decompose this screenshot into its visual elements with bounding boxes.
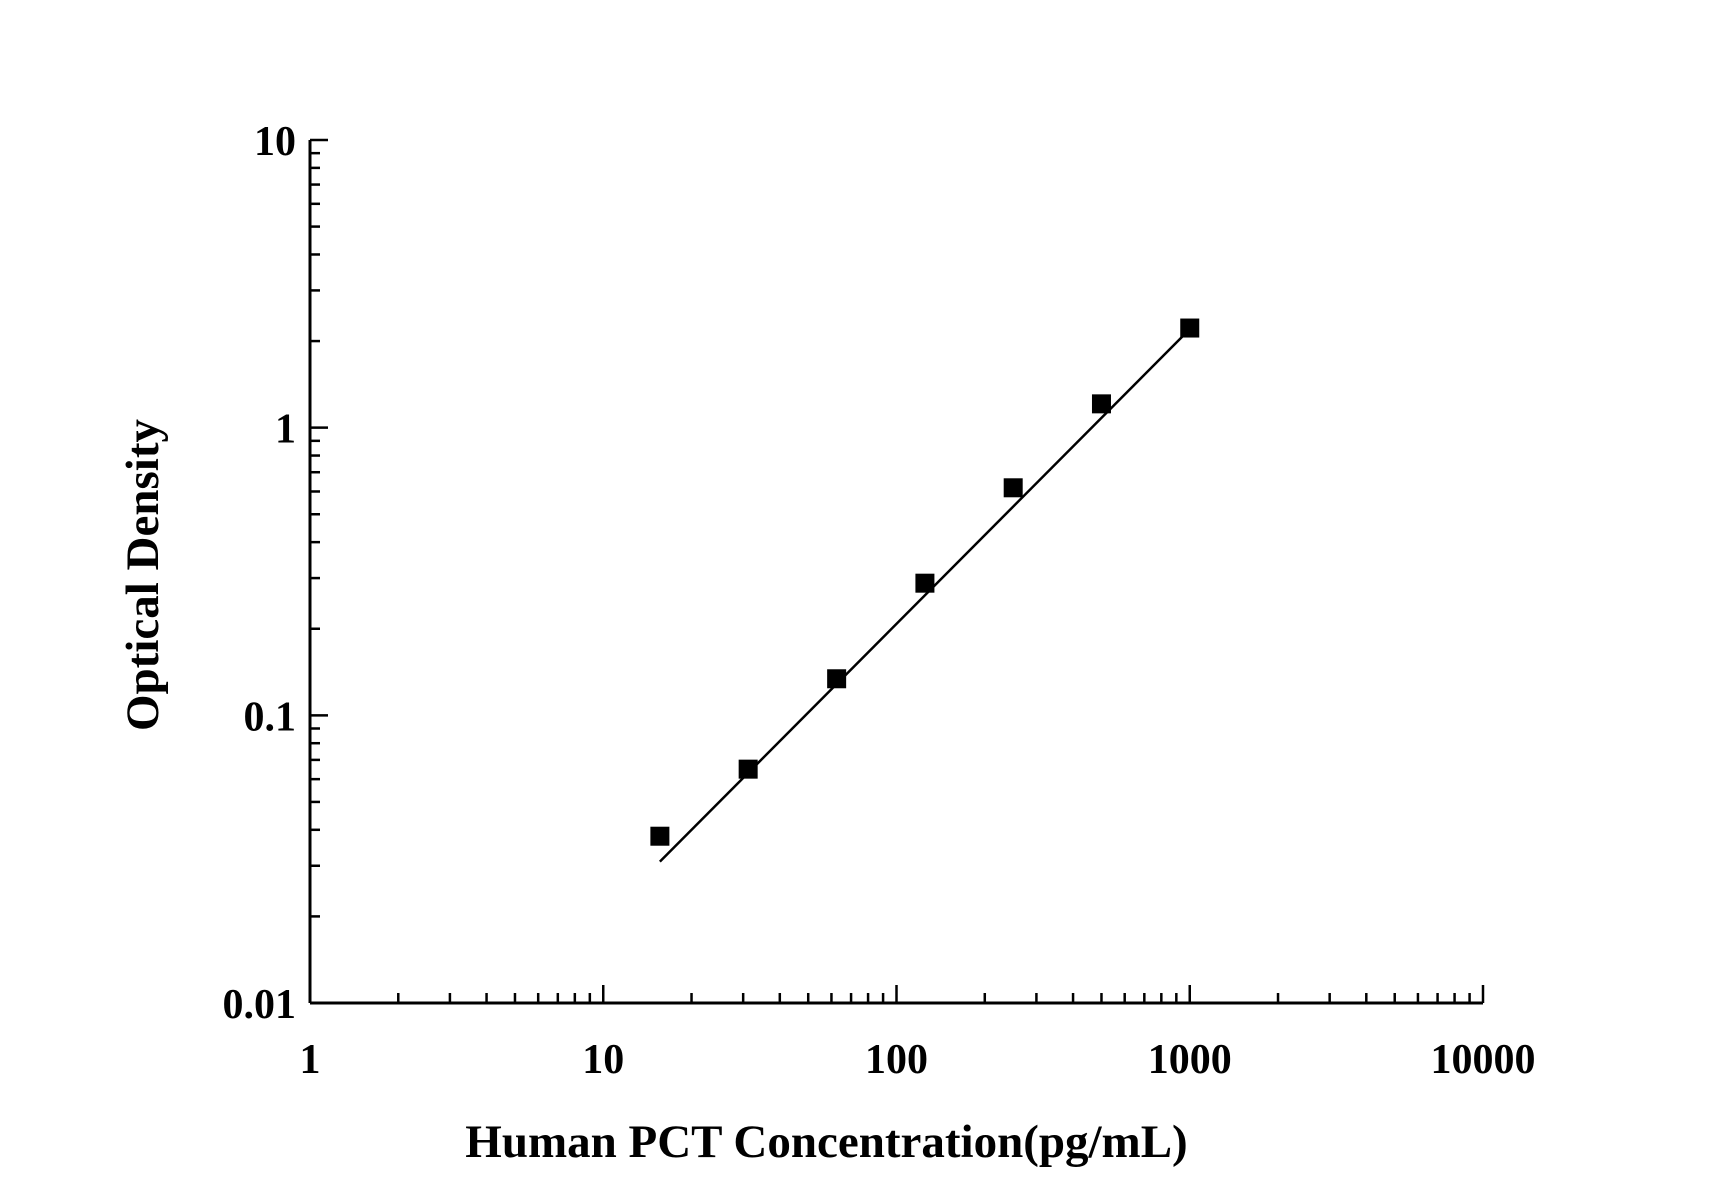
data-point	[650, 826, 670, 846]
x-tick-label: 1	[300, 1037, 321, 1083]
data-point	[738, 759, 758, 779]
x-tick-label: 10	[582, 1037, 624, 1083]
data-points	[650, 318, 1200, 846]
data-point	[1003, 478, 1023, 498]
data-point	[827, 669, 847, 689]
axis-ticks	[308, 138, 1485, 1005]
y-axis-title: Optical Density	[117, 418, 169, 731]
x-tick-labels: 1 10 100 1000 10000	[300, 1037, 1536, 1083]
data-point	[915, 573, 935, 593]
x-tick-label: 10000	[1431, 1037, 1536, 1083]
x-tick-label: 100	[865, 1037, 928, 1083]
y-tick-label: 10	[254, 119, 296, 165]
y-tick-label: 0.1	[244, 694, 297, 740]
y-tick-labels: 0.01 0.1 1 10	[223, 119, 297, 1028]
x-tick-label: 1000	[1148, 1037, 1232, 1083]
x-axis-title: Human PCT Concentration(pg/mL)	[465, 1116, 1187, 1168]
y-tick-label: 0.01	[223, 982, 297, 1028]
data-point	[1091, 394, 1111, 414]
y-tick-label: 1	[275, 407, 296, 453]
data-point	[1180, 318, 1200, 338]
